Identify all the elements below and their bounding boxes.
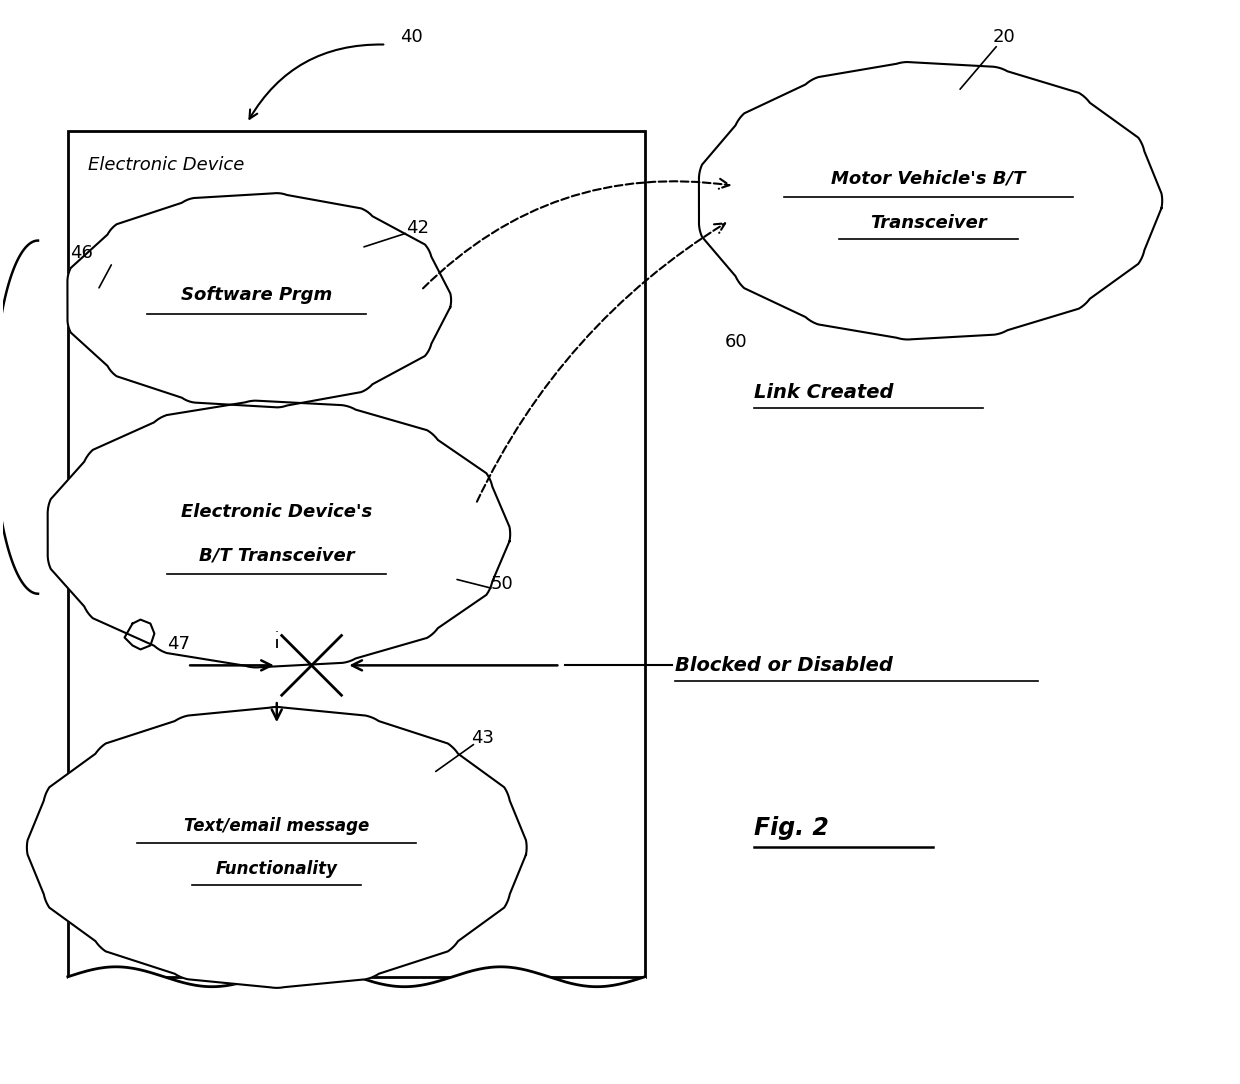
Text: 40: 40: [399, 27, 423, 46]
Polygon shape: [47, 401, 510, 668]
Text: 43: 43: [471, 728, 494, 747]
Text: Electronic Device's: Electronic Device's: [181, 503, 372, 521]
Text: 50: 50: [491, 575, 513, 593]
Text: Motor Vehicle's B/T: Motor Vehicle's B/T: [831, 170, 1025, 188]
Text: Transceiver: Transceiver: [870, 214, 987, 232]
Text: Link Created: Link Created: [754, 384, 894, 402]
Text: Blocked or Disabled: Blocked or Disabled: [675, 656, 893, 675]
Polygon shape: [67, 193, 451, 408]
Text: Software Prgm: Software Prgm: [181, 286, 332, 305]
Text: 47: 47: [167, 635, 190, 654]
Polygon shape: [27, 707, 527, 988]
Text: 20: 20: [993, 27, 1016, 46]
Bar: [68, 131, 645, 977]
Text: 42: 42: [407, 219, 429, 236]
Polygon shape: [699, 62, 1162, 339]
Text: Fig. 2: Fig. 2: [754, 815, 830, 839]
Text: B/T Transceiver: B/T Transceiver: [198, 547, 355, 565]
Text: Electronic Device: Electronic Device: [88, 156, 244, 175]
Text: 60: 60: [724, 333, 746, 351]
Text: 46: 46: [69, 245, 93, 262]
Text: Functionality: Functionality: [216, 861, 337, 878]
Text: Text/email message: Text/email message: [185, 816, 370, 835]
